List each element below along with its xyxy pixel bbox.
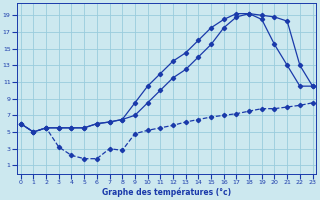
X-axis label: Graphe des températures (°c): Graphe des températures (°c) <box>102 188 231 197</box>
